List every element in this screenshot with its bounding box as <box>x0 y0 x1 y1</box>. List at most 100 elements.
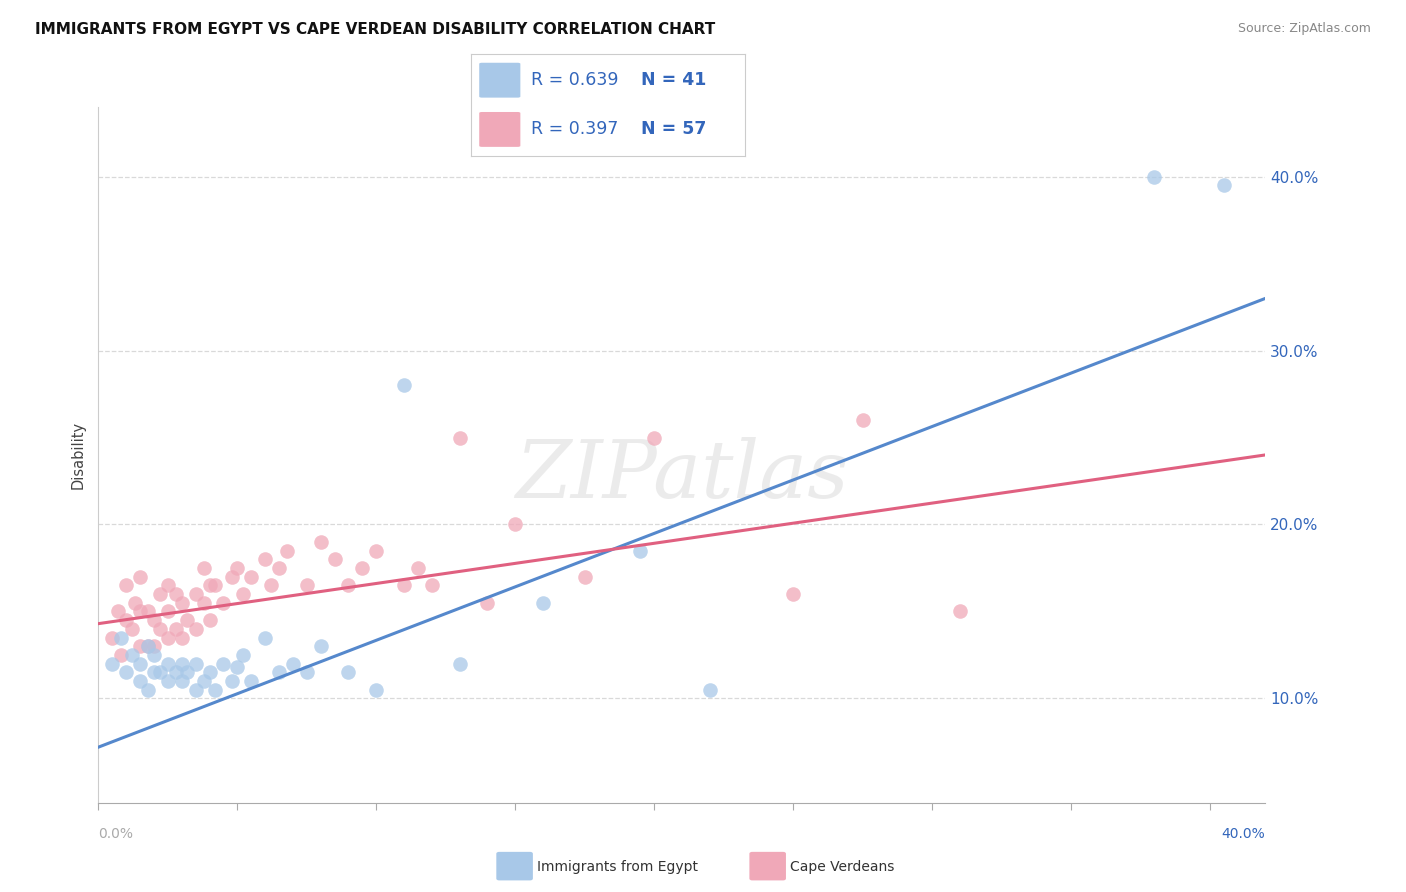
Point <box>221 570 243 584</box>
Point <box>184 682 207 697</box>
Point <box>281 657 304 671</box>
Point <box>392 578 415 592</box>
Point <box>156 674 179 689</box>
Point <box>323 552 346 566</box>
Point <box>309 534 332 549</box>
Point <box>260 578 283 592</box>
Point <box>193 561 215 575</box>
Point <box>176 613 198 627</box>
Point <box>138 639 160 653</box>
Point <box>170 631 193 645</box>
Point <box>449 430 471 444</box>
Point <box>143 639 166 653</box>
Point <box>129 570 152 584</box>
Text: Cape Verdeans: Cape Verdeans <box>790 860 894 874</box>
Text: R = 0.397: R = 0.397 <box>531 120 619 138</box>
Y-axis label: Disability: Disability <box>70 421 86 489</box>
Point <box>1212 178 1234 193</box>
Point <box>121 648 143 662</box>
Point <box>226 561 249 575</box>
Point <box>574 570 596 584</box>
Point <box>531 596 554 610</box>
Point <box>129 674 152 689</box>
Point <box>449 657 471 671</box>
Point <box>110 631 132 645</box>
Point <box>232 587 254 601</box>
Text: ZIPatlas: ZIPatlas <box>515 437 849 515</box>
Point <box>309 639 332 653</box>
Point <box>148 587 170 601</box>
Text: IMMIGRANTS FROM EGYPT VS CAPE VERDEAN DISABILITY CORRELATION CHART: IMMIGRANTS FROM EGYPT VS CAPE VERDEAN DI… <box>35 22 716 37</box>
Point <box>295 578 318 592</box>
Point <box>198 613 221 627</box>
Point <box>101 657 124 671</box>
Point <box>366 682 388 697</box>
Point <box>129 605 152 619</box>
Point <box>107 605 129 619</box>
Point <box>129 657 152 671</box>
Point <box>949 605 972 619</box>
Point <box>198 578 221 592</box>
Point <box>699 682 721 697</box>
Point <box>204 578 226 592</box>
Text: N = 57: N = 57 <box>641 120 706 138</box>
Point <box>156 631 179 645</box>
Point <box>782 587 804 601</box>
Point <box>851 413 873 427</box>
Point <box>366 543 388 558</box>
Point <box>193 674 215 689</box>
Point <box>138 605 160 619</box>
Point <box>352 561 374 575</box>
Point <box>221 674 243 689</box>
Point <box>267 561 290 575</box>
Point <box>503 517 526 532</box>
Point <box>1143 169 1166 184</box>
Point <box>276 543 298 558</box>
Point <box>240 570 263 584</box>
Point <box>115 613 138 627</box>
Text: R = 0.639: R = 0.639 <box>531 71 619 89</box>
Point <box>165 622 187 636</box>
Point <box>184 587 207 601</box>
Point <box>176 665 198 680</box>
Point <box>129 639 152 653</box>
Point <box>477 596 499 610</box>
Point <box>165 665 187 680</box>
Point <box>124 596 146 610</box>
FancyBboxPatch shape <box>479 112 520 147</box>
Point <box>156 605 179 619</box>
Point <box>148 665 170 680</box>
Point <box>212 596 235 610</box>
Point <box>240 674 263 689</box>
Point <box>170 596 193 610</box>
Point <box>254 631 277 645</box>
Point <box>337 578 360 592</box>
Point <box>156 578 179 592</box>
Point <box>165 587 187 601</box>
Point <box>170 657 193 671</box>
Point <box>267 665 290 680</box>
Point <box>138 682 160 697</box>
Point <box>204 682 226 697</box>
Text: Immigrants from Egypt: Immigrants from Egypt <box>537 860 699 874</box>
Point <box>628 543 651 558</box>
Point <box>170 674 193 689</box>
Point <box>101 631 124 645</box>
Point <box>110 648 132 662</box>
Point <box>420 578 443 592</box>
Point <box>198 665 221 680</box>
Text: 40.0%: 40.0% <box>1222 827 1265 841</box>
Point <box>193 596 215 610</box>
Point <box>184 657 207 671</box>
Point <box>143 613 166 627</box>
Point <box>226 660 249 674</box>
Point <box>148 622 170 636</box>
Point <box>115 578 138 592</box>
Point <box>232 648 254 662</box>
Point <box>115 665 138 680</box>
Point <box>392 378 415 392</box>
Text: N = 41: N = 41 <box>641 71 706 89</box>
Point <box>184 622 207 636</box>
Point <box>212 657 235 671</box>
Point <box>337 665 360 680</box>
